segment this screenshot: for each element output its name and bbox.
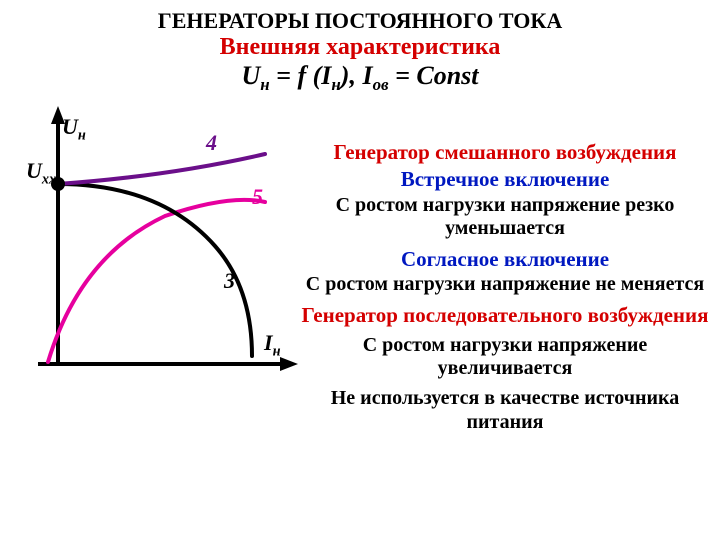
x-axis-label: Iн	[264, 330, 281, 360]
curve-3-label: 3	[224, 268, 235, 294]
curve-4-label: 4	[206, 130, 217, 156]
title-main: ГЕНЕРАТОРЫ ПОСТОЯННОГО ТОКА	[0, 8, 720, 34]
text-line-7: Не используется в качестве источника пит…	[300, 387, 710, 434]
chart: Uн Uхх Iн 4 5 3	[20, 106, 300, 386]
text-line-0: Генератор смешанного возбуждения	[300, 140, 710, 165]
formula: Uн = f (Iн), Iов = Const	[0, 61, 720, 95]
text-line-4: С ростом нагрузки напряжение не меняется	[300, 273, 710, 297]
y-axis-label: Uн	[62, 114, 86, 144]
title-sub: Внешняя характеристика	[0, 34, 720, 61]
text-line-5: Генератор последовательного возбуждения	[300, 303, 710, 328]
text-line-1: Встречное включение	[300, 167, 710, 192]
uxx-label: Uхх	[26, 158, 56, 188]
text-line-2: С ростом нагрузки напряжение резко умень…	[300, 194, 710, 241]
title-block: ГЕНЕРАТОРЫ ПОСТОЯННОГО ТОКА Внешняя хара…	[0, 0, 720, 95]
text-line-6: С ростом нагрузки напряжение увеличивает…	[300, 334, 710, 381]
text-column: Генератор смешанного возбужденияВстречно…	[300, 140, 710, 436]
chart-svg	[20, 106, 300, 386]
text-line-3: Согласное включение	[300, 247, 710, 272]
curve-5-label: 5	[252, 184, 263, 210]
